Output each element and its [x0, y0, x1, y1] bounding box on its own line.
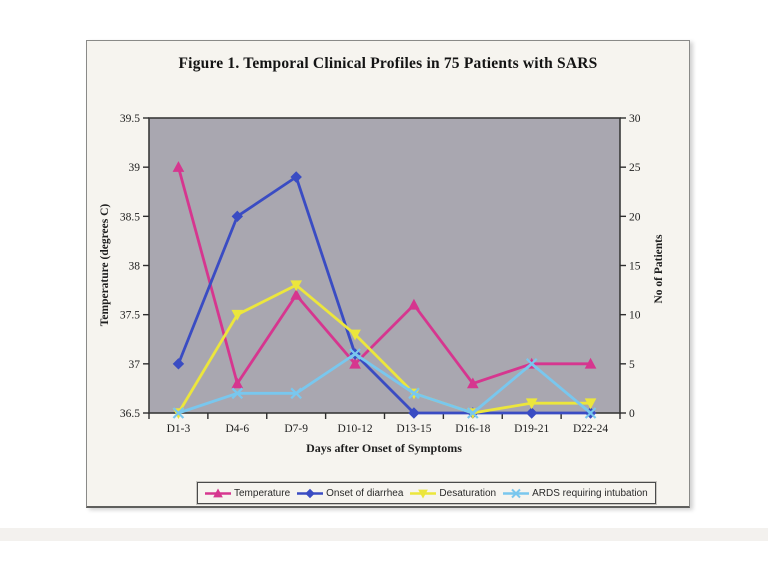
legend-item-temperature: Temperature: [205, 488, 290, 499]
x-tick-label: D4-6: [225, 423, 249, 435]
data-point-marker: [231, 309, 244, 321]
legend-label: Temperature: [234, 487, 291, 499]
data-point-marker: [525, 407, 538, 419]
data-point-marker: [172, 407, 185, 419]
data-point-marker: [290, 280, 303, 292]
right-tick-label: 15: [629, 261, 641, 273]
data-point-marker: [525, 358, 538, 370]
data-point-marker: [231, 377, 244, 389]
x-tick-label: D1-3: [167, 423, 191, 435]
figure-title: Figure 1. Temporal Clinical Profiles in …: [178, 55, 598, 72]
right-tick-label: 20: [629, 211, 641, 223]
data-point-marker: [466, 377, 479, 389]
right-tick-label: 10: [629, 310, 641, 322]
x-tick-label: D19-21: [514, 423, 549, 435]
legend-marker-icon: [503, 488, 530, 498]
data-point-marker: [172, 161, 185, 172]
left-tick-label: 38.5: [120, 211, 140, 223]
right-axis-title: No of Patients: [653, 234, 665, 304]
data-point-marker: [408, 298, 420, 310]
data-point-marker: [290, 171, 302, 183]
left-tick-label: 37.5: [120, 310, 140, 322]
left-tick-label: 38: [129, 261, 141, 273]
data-point-marker: [172, 358, 185, 370]
right-tick-label: 30: [629, 113, 641, 125]
data-point-marker: [290, 387, 302, 400]
legend-item-onset-of-diarrhea: Onset of diarrhea: [297, 488, 403, 499]
plot-area: [148, 117, 621, 414]
legend-marker-icon: [297, 488, 324, 498]
x-tick-label: D10-12: [337, 423, 372, 435]
right-tick-label: 25: [629, 162, 641, 174]
left-axis-title: Temperature (degrees C): [99, 204, 111, 327]
series-line: [177, 175, 592, 415]
chart-canvas: 36.5 37 37.5 38 38.5 39 39.5 0 5 10 15 20 25 30 D1-3 D4…: [99, 113, 665, 455]
data-point-marker: [584, 398, 597, 410]
series-line: [177, 352, 592, 415]
series-line: [177, 165, 592, 385]
scan-artifact-band: [0, 528, 768, 541]
data-point-marker: [525, 398, 538, 410]
right-tick-label: 5: [629, 359, 635, 371]
data-point-marker: [290, 288, 303, 300]
data-point-marker: [349, 329, 361, 341]
left-tick-label: 37: [129, 359, 141, 371]
legend-marker-icon: [410, 489, 437, 499]
data-point-marker: [231, 210, 244, 223]
x-axis-title: Days after Onset of Symptoms: [306, 441, 462, 455]
figure-container: Figure 1. Temporal Clinical Profiles in …: [86, 40, 690, 508]
legend-marker-icon: [205, 487, 231, 497]
data-point-marker: [408, 387, 420, 400]
legend-label: ARDS requiring intubation: [532, 487, 648, 499]
series-layer: [172, 161, 597, 420]
data-point-marker: [584, 407, 597, 419]
series-line: [177, 283, 592, 415]
left-tick-label: 39.5: [120, 113, 140, 125]
legend-label: Onset of diarrhea: [326, 487, 404, 499]
chart-legend: Temperature Onset of diarrhea Desaturation…: [197, 482, 656, 504]
data-point-marker: [467, 407, 479, 419]
data-point-marker: [408, 407, 420, 419]
left-tick-label: 36.5: [120, 408, 140, 420]
x-tick-label: D7-9: [284, 423, 308, 435]
series-ards-requiring-intubation: [172, 348, 597, 419]
x-tick-label: D13-15: [396, 423, 431, 435]
axis-ticks: 36.5 37 37.5 38 38.5 39 39.5 0 5 10 15 20 25 30 D1-3 D4…: [120, 113, 641, 435]
data-point-marker: [584, 357, 597, 369]
legend-item-ards-requiring-intubation: ARDS requiring intubation: [503, 488, 648, 499]
x-tick-label: D16-18: [455, 423, 490, 435]
data-point-marker: [349, 357, 361, 369]
data-point-marker: [231, 387, 244, 400]
left-tick-label: 39: [129, 162, 141, 174]
data-point-marker: [349, 348, 361, 360]
legend-item-desaturation: Desaturation: [410, 488, 496, 499]
legend-label: Desaturation: [439, 487, 497, 499]
x-tick-label: D22-24: [573, 423, 608, 435]
right-tick-label: 0: [629, 408, 635, 420]
